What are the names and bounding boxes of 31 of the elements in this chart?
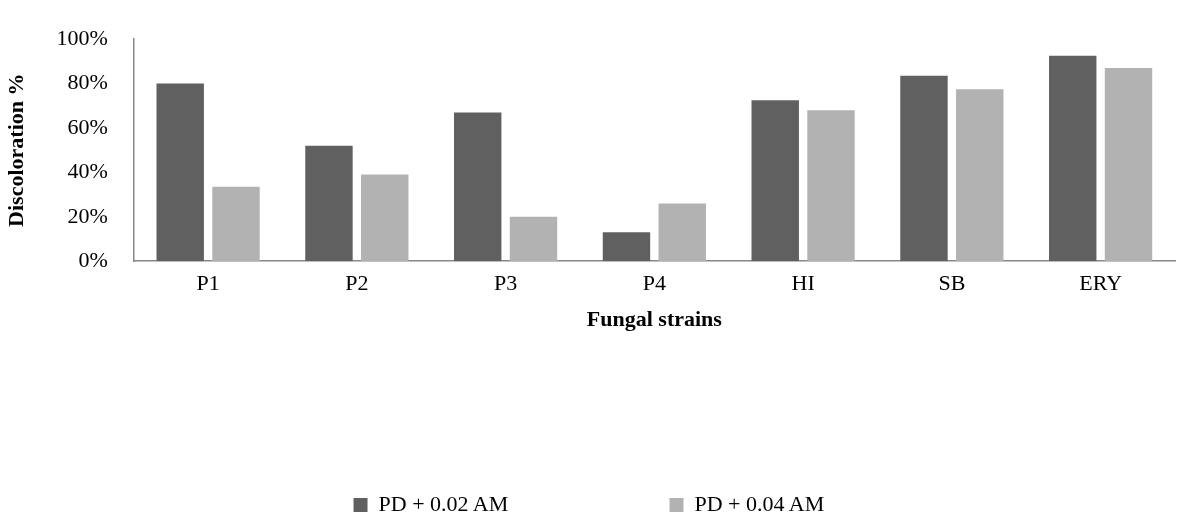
bar — [454, 112, 502, 262]
bar — [807, 110, 855, 262]
x-tick-label: P3 — [493, 270, 518, 296]
bar — [1104, 68, 1153, 262]
legend-label: PD + 0.04 AM — [694, 490, 825, 516]
bar — [602, 232, 651, 262]
bar — [212, 186, 260, 262]
bar — [956, 89, 1004, 262]
x-tick-label: HI — [791, 270, 815, 296]
x-tick-label: SB — [938, 270, 966, 296]
x-tick-label: P1 — [196, 270, 220, 296]
bar — [509, 216, 558, 262]
x-tick-label: P2 — [345, 270, 369, 296]
bar — [751, 100, 799, 262]
bar — [156, 83, 204, 262]
bar — [361, 174, 409, 262]
bar — [1049, 55, 1097, 262]
bar — [658, 203, 706, 262]
y-tick-label: 60% — [67, 113, 108, 139]
y-tick-label: 20% — [67, 202, 108, 228]
y-tick-label: 80% — [67, 69, 108, 95]
y-tick-label: 0% — [78, 246, 108, 272]
x-tick-label: P4 — [642, 270, 666, 296]
y-tick-label: 40% — [67, 158, 108, 184]
bar — [900, 75, 948, 262]
x-tick-label: ERY — [1079, 270, 1123, 296]
legend-label: PD + 0.02 AM — [378, 490, 509, 516]
y-axis-title: Discoloration % — [2, 73, 28, 227]
y-tick-label: 100% — [56, 24, 108, 50]
bar — [305, 145, 353, 262]
x-axis-title: Fungal strains — [586, 306, 723, 332]
